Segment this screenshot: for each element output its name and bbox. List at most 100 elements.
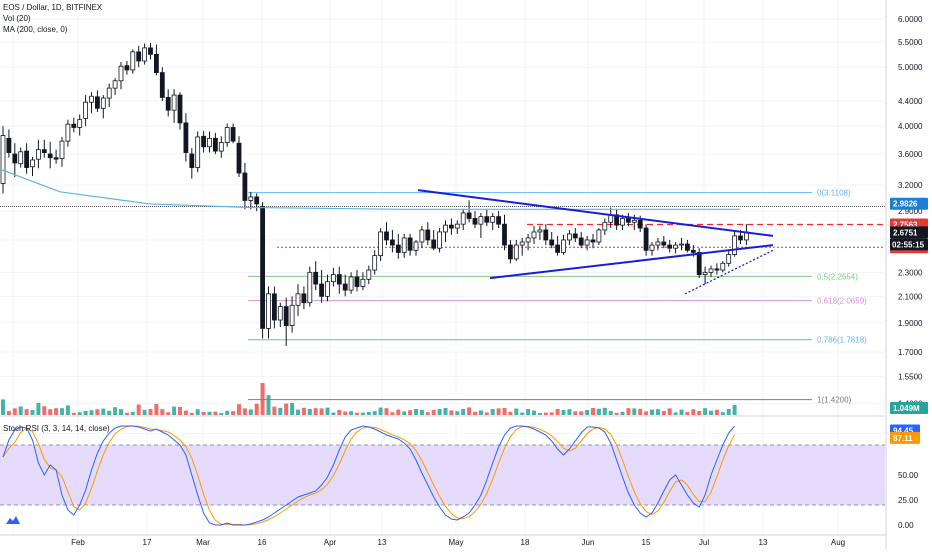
- candle-body: [207, 137, 212, 148]
- candle-body: [366, 269, 372, 280]
- candle-body: [195, 136, 201, 168]
- volume-bar: [626, 408, 631, 415]
- candle-body: [726, 254, 732, 264]
- candle-body: [513, 244, 519, 260]
- candle-body: [136, 51, 142, 62]
- price-tag-label: 2.6751: [893, 228, 918, 237]
- candle-body: [18, 151, 24, 165]
- volume-bar: [189, 412, 194, 415]
- volume-bar: [1, 399, 5, 415]
- time-tick-label: 13: [378, 538, 387, 547]
- volume-bar: [484, 412, 489, 415]
- volume-bar: [201, 412, 206, 415]
- candle-body: [631, 219, 637, 223]
- fib-label: 0.786(1.7818): [817, 336, 867, 345]
- candle-body: [283, 306, 289, 326]
- volume-bar: [360, 412, 365, 415]
- volume-bar: [290, 403, 295, 415]
- volume-bar: [478, 410, 483, 415]
- candle-body: [153, 53, 159, 73]
- candle-body: [277, 306, 283, 321]
- candle-body: [348, 276, 354, 291]
- volume-bar: [366, 412, 371, 415]
- stoch-legend[interactable]: Stoch RSI (3, 3, 14, 14, close): [3, 424, 110, 433]
- candle-body: [0, 135, 6, 184]
- volume-legend[interactable]: Vol (20): [3, 14, 31, 23]
- symbol-legend[interactable]: EOS / Dollar, 1D, BITFINEX: [3, 3, 103, 12]
- volume-bar: [697, 411, 702, 415]
- candle-body: [419, 229, 425, 243]
- volume-bar: [502, 408, 507, 415]
- volume-bar: [602, 407, 607, 415]
- ma-legend[interactable]: MA (200, close, 0): [3, 25, 68, 34]
- volume-bar: [207, 411, 212, 415]
- stoch-k-tag-label: 94.45: [893, 427, 914, 436]
- candle-body: [472, 218, 478, 225]
- volume-bar: [372, 411, 377, 415]
- candle-body: [159, 72, 165, 98]
- candle-body: [407, 237, 413, 251]
- time-tick-label: 17: [143, 538, 152, 547]
- volume-bar: [579, 411, 584, 415]
- volume-bar: [620, 411, 625, 415]
- candle-body: [41, 149, 47, 153]
- time-tick-label: Apr: [324, 538, 337, 547]
- volume-bar: [490, 409, 495, 415]
- volume-bar: [254, 403, 259, 415]
- stoch-tick-label: 25.00: [898, 496, 919, 505]
- candle-body: [537, 229, 543, 233]
- candle-body: [496, 216, 502, 225]
- volume-bar: [313, 408, 318, 415]
- stoch-k-line: [2, 425, 735, 526]
- price-tick-label: 5.0000: [898, 63, 923, 72]
- countdown-tag-bg: [890, 238, 928, 251]
- countdown-label: 02:55:15: [892, 240, 925, 249]
- volume-bar: [195, 409, 200, 415]
- candle-body: [460, 212, 466, 225]
- volume-bar: [461, 409, 466, 415]
- price-tick-label: 5.5000: [898, 38, 923, 47]
- volume-bar: [6, 411, 11, 415]
- candle-body: [124, 65, 130, 71]
- candle-body: [112, 80, 118, 89]
- candle-body: [413, 241, 419, 251]
- candle-body: [6, 137, 12, 153]
- volume-bar: [130, 412, 135, 415]
- candle-body: [83, 101, 88, 119]
- candle-body: [53, 157, 59, 160]
- volume-bar: [614, 412, 619, 415]
- candle-body: [661, 241, 667, 246]
- volume-bar: [431, 409, 436, 415]
- volume-bar: [414, 409, 418, 415]
- volume-bar: [543, 412, 548, 415]
- candle-body: [230, 127, 236, 142]
- volume-bar: [119, 409, 123, 415]
- candle-body: [325, 281, 330, 297]
- volume-bar: [514, 408, 519, 415]
- volume-bar: [266, 395, 271, 415]
- volume-bar: [30, 410, 35, 415]
- candle-body: [271, 293, 277, 321]
- candle-body: [578, 237, 584, 246]
- volume-bar: [343, 411, 348, 415]
- candle-body: [567, 233, 572, 241]
- volume-bar: [596, 408, 601, 415]
- candle-body: [448, 224, 454, 229]
- volume-bar: [608, 411, 613, 415]
- time-tick-label: Jul: [699, 538, 709, 547]
- candle-body: [549, 239, 555, 246]
- tradingview-logo-icon[interactable]: [6, 511, 20, 524]
- fib-label: 0.618(2.0659): [817, 297, 867, 306]
- candle-body: [336, 274, 342, 285]
- volume-bar: [248, 409, 253, 415]
- candle-body: [212, 137, 218, 152]
- volume-bar: [18, 406, 23, 415]
- volume-bar: [36, 403, 41, 415]
- candle-body: [466, 212, 472, 219]
- candle-body: [685, 243, 690, 251]
- volume-bar: [89, 410, 94, 415]
- candle-body: [425, 229, 431, 241]
- volume-bar: [661, 411, 666, 415]
